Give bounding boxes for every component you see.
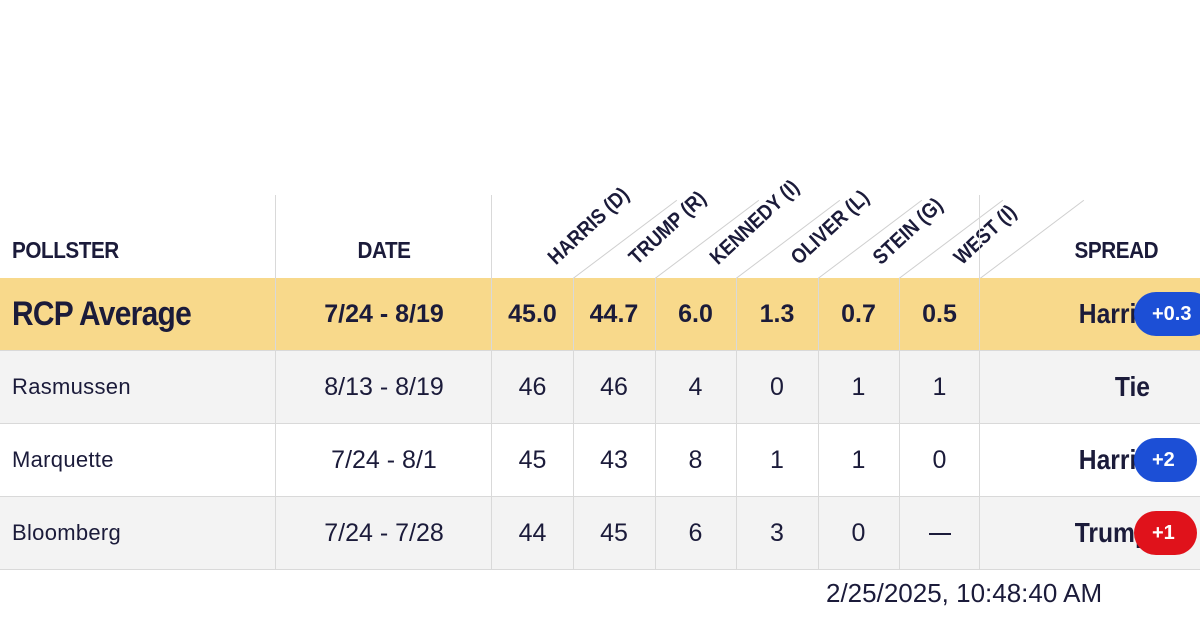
poll-date: 8/13 - 8/19 bbox=[324, 373, 444, 401]
value-kennedy: 6 bbox=[688, 519, 703, 547]
pollster-name: RCP Average bbox=[12, 295, 192, 333]
spread-leader: Harris bbox=[1078, 298, 1150, 329]
column-divider bbox=[275, 195, 276, 570]
value-oliver: 1 bbox=[770, 446, 784, 474]
value-trump: 46 bbox=[600, 373, 628, 401]
pollster-link[interactable]: Bloomberg bbox=[12, 520, 122, 545]
header-spread[interactable]: SPREAD bbox=[1074, 237, 1159, 263]
value-stein: 1 bbox=[851, 373, 866, 401]
column-divider bbox=[573, 278, 574, 570]
spread-leader: Harris bbox=[1078, 444, 1150, 475]
table-row: Rasmussen 8/13 - 8/19 46 46 4 0 1 1 Tie bbox=[0, 351, 1200, 424]
poll-date: 7/24 - 8/19 bbox=[324, 300, 444, 328]
pollster-link[interactable]: Marquette bbox=[12, 447, 114, 472]
value-west: 0.5 bbox=[922, 300, 957, 328]
spread-leader: Tie bbox=[1114, 371, 1150, 402]
spread-badge: +1 bbox=[1134, 511, 1197, 555]
table-row: Marquette 7/24 - 8/1 45 43 8 1 1 0 Harri… bbox=[0, 424, 1200, 497]
header-date[interactable]: DATE bbox=[357, 237, 411, 263]
header-pollster[interactable]: POLLSTER bbox=[12, 237, 119, 263]
spread-leader: Trump bbox=[1074, 517, 1150, 548]
column-divider bbox=[818, 278, 819, 570]
poll-date: 7/24 - 7/28 bbox=[324, 519, 444, 547]
value-stein: 0 bbox=[851, 519, 866, 547]
value-oliver: 0 bbox=[770, 373, 784, 401]
last-updated-timestamp: 2/25/2025, 10:48:40 AM bbox=[826, 578, 1103, 608]
no-value-dash bbox=[928, 533, 951, 536]
value-trump: 45 bbox=[600, 519, 628, 547]
column-divider bbox=[655, 278, 656, 570]
value-kennedy: 4 bbox=[688, 373, 703, 401]
header-candidate-harris[interactable]: HARRIS (D) bbox=[543, 183, 634, 270]
value-harris: 45 bbox=[518, 446, 547, 474]
column-divider bbox=[979, 195, 980, 570]
value-trump: 43 bbox=[600, 446, 628, 474]
value-stein: 0.7 bbox=[841, 300, 876, 328]
column-divider bbox=[899, 278, 900, 570]
value-west: 1 bbox=[932, 373, 947, 401]
value-west: 0 bbox=[932, 446, 947, 474]
poll-date: 7/24 - 8/1 bbox=[331, 446, 437, 474]
value-oliver: 1.3 bbox=[759, 300, 795, 328]
rcp-average-row: RCP Average 7/24 - 8/19 45.0 44.7 6.0 1.… bbox=[0, 278, 1200, 351]
spread-badge: +2 bbox=[1134, 438, 1197, 482]
value-kennedy: 6.0 bbox=[678, 300, 713, 328]
pollster-link[interactable]: Rasmussen bbox=[12, 374, 131, 399]
value-west bbox=[899, 497, 980, 569]
table-row: Bloomberg 7/24 - 7/28 44 45 6 3 0 Trump … bbox=[0, 497, 1200, 570]
value-harris: 46 bbox=[518, 373, 547, 401]
value-kennedy: 8 bbox=[688, 446, 703, 474]
value-harris: 44 bbox=[518, 519, 547, 547]
column-divider bbox=[736, 278, 737, 570]
value-stein: 1 bbox=[851, 446, 866, 474]
column-divider bbox=[491, 195, 492, 570]
value-trump: 44.7 bbox=[589, 300, 639, 328]
value-oliver: 3 bbox=[770, 519, 784, 547]
spread-badge: +0.3 bbox=[1134, 292, 1200, 336]
value-harris: 45.0 bbox=[508, 300, 557, 328]
header-candidate-oliver[interactable]: OLIVER (L) bbox=[786, 185, 874, 270]
